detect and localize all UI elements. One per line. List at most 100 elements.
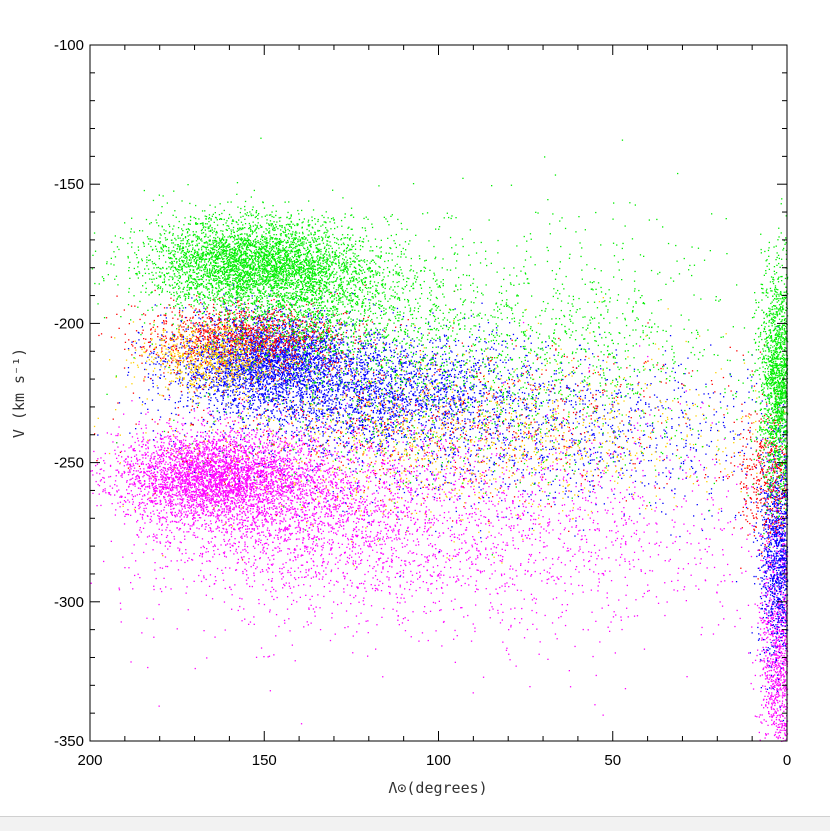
scatter-point — [117, 502, 119, 504]
scatter-point — [341, 502, 343, 505]
scatter-point — [156, 471, 158, 473]
scatter-point — [230, 488, 232, 490]
scatter-point — [123, 500, 126, 502]
scatter-point — [374, 511, 376, 513]
scatter-point — [168, 486, 171, 488]
scatter-point — [319, 456, 321, 458]
scatter-point — [227, 435, 229, 437]
scatter-point — [392, 531, 394, 533]
scatter-point — [143, 494, 146, 496]
scatter-point — [170, 504, 172, 506]
scatter-point — [277, 490, 279, 492]
scatter-point — [384, 515, 387, 518]
scatter-point — [185, 487, 188, 489]
scatter-point — [264, 518, 266, 521]
scatter-point — [323, 501, 325, 503]
scatter-point — [267, 485, 269, 487]
scatter-point — [218, 446, 221, 448]
scatter-point — [214, 505, 217, 507]
scatter-point — [295, 478, 297, 480]
scatter-point — [208, 496, 210, 498]
scatter-point — [219, 455, 221, 457]
scatter-point — [198, 468, 200, 470]
scatter-point — [147, 455, 149, 457]
scatter-point — [200, 552, 202, 555]
scatter-point — [189, 482, 192, 484]
scatter-point — [281, 503, 283, 506]
scatter-point — [327, 451, 329, 453]
scatter-point — [225, 511, 228, 513]
scatter-point — [290, 463, 293, 465]
scatter-point — [382, 506, 384, 508]
scatter-point — [337, 474, 339, 476]
scatter-point — [430, 583, 432, 585]
scatter-point — [183, 498, 185, 500]
scatter-point — [170, 452, 172, 454]
scatter-point — [216, 495, 218, 498]
scatter-point — [297, 530, 299, 533]
scatter-point — [213, 476, 215, 478]
scatter-point — [508, 526, 510, 528]
scatter-point — [361, 551, 364, 553]
scatter-point — [224, 496, 227, 498]
scatter-point — [232, 491, 234, 494]
scatter-point — [197, 456, 199, 458]
scatter-point — [270, 473, 272, 475]
scatter-point — [253, 518, 256, 520]
scatter-point — [192, 484, 194, 486]
scatter-point — [137, 459, 139, 461]
scatter-point — [137, 470, 139, 472]
scatter-point — [199, 500, 201, 503]
scatter-point — [171, 478, 173, 480]
scatter-point — [224, 502, 226, 504]
scatter-point — [284, 459, 286, 462]
scatter-point — [249, 469, 251, 471]
scatter-point — [471, 507, 473, 509]
scatter-point — [157, 515, 159, 517]
scatter-point — [153, 533, 155, 535]
scatter-point — [383, 504, 385, 506]
scatter-point — [264, 515, 266, 518]
scatter-point — [222, 510, 224, 513]
scatter-point — [218, 502, 220, 504]
scatter-point — [202, 480, 204, 482]
scatter-point — [321, 490, 323, 493]
scatter-point — [296, 478, 298, 480]
scatter-point — [115, 469, 117, 471]
scatter-point — [184, 447, 186, 450]
scatter-point — [324, 481, 326, 483]
scatter-point — [171, 505, 173, 507]
scatter-point — [342, 478, 344, 480]
scatter-point — [168, 494, 170, 496]
scatter-point — [243, 498, 245, 500]
scatter-point — [130, 478, 132, 480]
scatter-point — [263, 524, 265, 526]
scatter-point — [213, 496, 215, 498]
scatter-point — [227, 466, 229, 468]
scatter-point — [268, 499, 270, 501]
scatter-point — [204, 463, 206, 465]
scatter-point — [265, 472, 267, 474]
scatter-point — [285, 468, 287, 470]
scatter-point — [275, 461, 277, 463]
scatter-point — [230, 490, 232, 492]
scatter-point — [271, 482, 273, 484]
scatter-point — [307, 535, 309, 537]
scatter-point — [209, 467, 212, 469]
scatter-point — [170, 468, 172, 470]
scatter-point — [221, 475, 223, 478]
scatter-point — [169, 462, 172, 464]
scatter-point — [367, 447, 369, 449]
scatter-point — [267, 512, 269, 515]
scatter-point — [140, 502, 142, 504]
scatter-point — [305, 463, 307, 466]
scatter-point — [182, 424, 184, 427]
scatter-point — [223, 468, 225, 470]
scatter-point — [366, 513, 369, 515]
scatter-point — [298, 523, 300, 525]
scatter-point — [265, 463, 267, 465]
scatter-point — [234, 483, 237, 486]
scatter-point — [137, 437, 139, 439]
scatter-point — [367, 571, 369, 573]
scatter-point — [225, 450, 228, 452]
